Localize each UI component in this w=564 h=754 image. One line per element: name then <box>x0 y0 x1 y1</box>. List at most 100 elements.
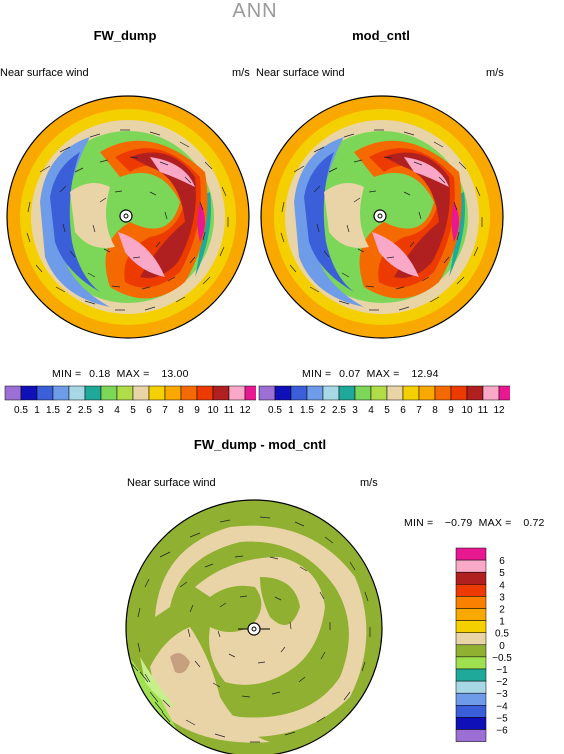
panel1-colorbar-swatch <box>132 385 150 401</box>
panel2-colorbar-tick-label: 0.5 <box>268 405 282 416</box>
diff-max-value: 0.72 <box>523 517 545 529</box>
diff-colorbar-swatch <box>455 729 487 742</box>
panel1-colorbar-swatch <box>4 385 22 401</box>
panel1-colorbar-tick-label: 12 <box>239 405 251 416</box>
diff-colorbar-swatch <box>455 656 487 670</box>
panel2-colorbar-swatch <box>338 385 356 401</box>
panel1-colorbar-swatch <box>196 385 214 401</box>
diff-colorbar-tick-label: 1 <box>499 617 505 628</box>
diff-variable: Near surface wind <box>127 477 216 489</box>
panel1-min-value: 0.18 <box>89 368 111 380</box>
panel2-colorbar-swatch <box>274 385 292 401</box>
diff-colorbar-tick-label: −4 <box>496 701 508 712</box>
panel1-colorbar-tick-label: 8 <box>178 405 184 416</box>
diff-colorbar-swatch <box>455 571 487 585</box>
panel2-colorbar-swatch <box>402 385 420 401</box>
panel1-min-label: MIN = <box>52 368 82 380</box>
panel2-colorbar-swatch <box>450 385 468 401</box>
diff-colorbar-swatch <box>455 644 487 658</box>
panel1-colorbar-tick-label: 2.5 <box>78 405 92 416</box>
panel2-pole-marker <box>373 209 387 223</box>
panel1-pole-marker <box>119 209 133 223</box>
panel2-colorbar-tick-label: 12 <box>493 405 505 416</box>
panel1-colorbar-tick-label: 2 <box>66 405 72 416</box>
panel2-colorbar-tick-label: 1.5 <box>300 405 314 416</box>
panel1-units: m/s <box>232 67 250 79</box>
diff-colorbar-tick-label: −5 <box>496 713 508 724</box>
panel1-colorbar-swatch <box>244 385 256 401</box>
panel2-colorbar-tick-label: 10 <box>461 405 473 416</box>
panel1-colorbar-swatch <box>68 385 86 401</box>
panel1-polar-map <box>6 95 250 339</box>
panel2-colorbar-tick-label: 2 <box>320 405 326 416</box>
panel2-colorbar-swatch <box>418 385 436 401</box>
panel2-units: m/s <box>486 67 504 79</box>
panel1-colorbar-tick-label: 5 <box>130 405 136 416</box>
panel2-colorbar-tick-label: 1 <box>288 405 294 416</box>
panel1-colorbar-tick-label: 3 <box>98 405 104 416</box>
panel1-colorbar-tick-label: 7 <box>162 405 168 416</box>
panel2-polar-map <box>260 95 504 339</box>
diff-colorbar-tick-label: 0.5 <box>495 629 509 640</box>
panel1-variable: Near surface wind <box>0 67 89 79</box>
panel2-min-value: 0.07 <box>339 368 361 380</box>
diff-arrows <box>129 516 371 743</box>
panel1-colorbar-tick-label: 1 <box>34 405 40 416</box>
diff-colorbar-swatch <box>455 705 487 718</box>
panel2-colorbar-tick-label: 2.5 <box>332 405 346 416</box>
diff-colorbar-tick-label: 0 <box>499 641 505 652</box>
panel1-colorbar-swatch <box>20 385 38 401</box>
panel2-min-label: MIN = <box>302 368 332 380</box>
panel2-colorbar-tick-label: 3 <box>352 405 358 416</box>
diff-title: FW_dump - mod_cntl <box>193 437 327 452</box>
panel2-colorbar-tick-label: 11 <box>478 405 489 416</box>
diff-colorbar-swatch <box>455 596 487 609</box>
diff-min-value: −0.79 <box>444 517 473 529</box>
panel2-colorbar-swatch <box>354 385 372 401</box>
panel2-colorbar-swatch <box>466 385 484 401</box>
panel1-arrows <box>26 129 229 311</box>
panel1-colorbar-tick-label: 11 <box>224 405 235 416</box>
panel1-colorbar-swatch <box>180 385 198 401</box>
diff-colorbar-swatch <box>455 717 487 730</box>
panel2-colorbar-swatch <box>434 385 452 401</box>
panel2-title: mod_cntl <box>352 28 410 43</box>
panel1-colorbar-swatch <box>116 385 134 401</box>
panel2-colorbar-swatch <box>306 385 324 401</box>
diff-colorbar-tick-label: −1 <box>496 665 508 676</box>
diff-colorbar-tick-label: 6 <box>499 556 505 567</box>
diff-colorbar-tick-label: −3 <box>496 689 508 700</box>
diff-colorbar-swatch <box>455 680 487 694</box>
diff-colorbar-swatch <box>455 620 487 633</box>
panel1-colorbar-swatch <box>164 385 182 401</box>
panel1-colorbar-swatch <box>84 385 102 401</box>
diff-colorbar-swatch <box>455 608 487 621</box>
panel2-colorbar-swatch <box>322 385 340 401</box>
diff-colorbar-tick-label: −2 <box>496 677 508 688</box>
diff-colorbar-swatch <box>455 668 487 682</box>
panel2-colorbar-tick-label: 4 <box>368 405 374 416</box>
diff-max-label: MAX = <box>478 517 512 529</box>
diff-colorbar-tick-label: 2 <box>499 605 505 616</box>
season-title: ANN <box>232 0 278 22</box>
panel2-arrows <box>280 129 483 311</box>
panel1-colorbar-tick-label: 0.5 <box>14 405 28 416</box>
diff-colorbar-tick-label: 5 <box>499 568 505 579</box>
panel1-title: FW_dump <box>93 28 157 43</box>
panel1-colorbar-tick-label: 10 <box>207 405 219 416</box>
panel1-colorbar-swatch <box>100 385 118 401</box>
panel2-max-label: MAX = <box>366 368 400 380</box>
panel2-colorbar-swatch <box>498 385 510 401</box>
diff-colorbar-tick-label: −6 <box>496 726 508 737</box>
panel1-colorbar-tick-label: 4 <box>114 405 120 416</box>
diff-colorbar-swatch <box>455 547 487 561</box>
panel2-colorbar-tick-label: 7 <box>416 405 422 416</box>
panel2-colorbar-swatch <box>370 385 388 401</box>
panel2-colorbar-swatch <box>386 385 404 401</box>
diff-units: m/s <box>360 477 378 489</box>
diff-pole-marker <box>247 622 261 636</box>
panel2-variable: Near surface wind <box>256 67 345 79</box>
panel1-max-label: MAX = <box>116 368 150 380</box>
diff-colorbar-swatch <box>455 584 487 597</box>
